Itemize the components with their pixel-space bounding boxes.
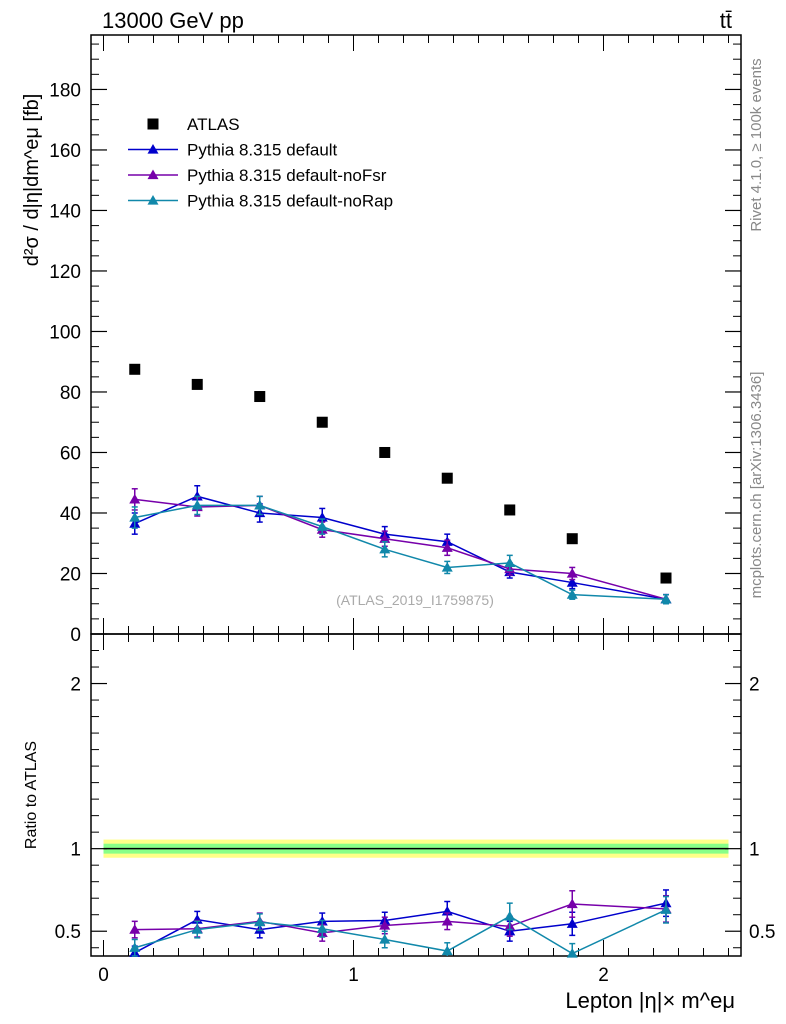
data-point-noRap — [441, 561, 453, 572]
atlas-data-point — [566, 533, 578, 545]
data-point-noRap — [504, 557, 516, 568]
ratio-point-noRap — [566, 948, 578, 958]
ratio-point-noRap — [379, 933, 391, 944]
main-ytick-label: 20 — [60, 564, 81, 585]
x-axis-title: Lepton |η|× m^eμ — [565, 988, 735, 1013]
ratio-ytick-label-right: 2 — [749, 675, 760, 696]
main-ytick-label: 40 — [60, 504, 81, 525]
legend-label-default: Pythia 8.315 default — [187, 141, 338, 160]
legend-marker-atlas — [147, 118, 159, 130]
data-point-noFsr — [379, 533, 391, 543]
data-point-noRap — [316, 521, 328, 531]
ratio-point-noRap — [504, 910, 516, 921]
ratio-point-noRap — [129, 942, 141, 952]
legend-label-atlas: ATLAS — [187, 115, 240, 134]
ratio-point-default — [566, 918, 578, 928]
atlas-data-point — [660, 572, 672, 584]
ratio-ytick-label-left: 1 — [70, 840, 81, 861]
ratio-xtick-label: 2 — [598, 965, 609, 986]
ratio-ytick-label-left: 2 — [70, 675, 81, 696]
data-point-noRap — [379, 543, 391, 554]
analysis-id-label: (ATLAS_2019_I1759875) — [336, 592, 494, 608]
data-point-default — [566, 577, 578, 587]
data-point-noFsr — [441, 542, 453, 552]
data-point-noRap — [660, 593, 672, 604]
legend-label-noFsr: Pythia 8.315 default-noFsr — [187, 166, 387, 185]
data-point-noRap — [254, 499, 266, 510]
ratio-point-noRap — [316, 923, 328, 933]
ratio-point-noRap — [191, 924, 203, 934]
main-ytick-label: 160 — [49, 141, 81, 162]
atlas-data-point — [191, 378, 203, 390]
legend-marker-noFsr — [147, 169, 159, 180]
energy-label: 13000 GeV pp — [102, 8, 244, 33]
ratio-ytick-label-right: 0.5 — [749, 922, 775, 943]
legend: ATLAS Pythia 8.315 default Pythia 8.315 de… — [128, 115, 393, 211]
ratio-ytick-label-right: 1 — [749, 840, 760, 861]
ratio-point-noRap — [441, 945, 453, 956]
data-point-noRap — [566, 589, 578, 599]
ratio-point-noFsr — [566, 898, 578, 909]
ratio-xtick-label: 1 — [348, 965, 359, 986]
main-ytick-label: 100 — [49, 322, 81, 343]
process-label: tt̄ — [720, 8, 732, 33]
data-point-noFsr — [129, 493, 141, 504]
ratio-xtick-label: 0 — [98, 965, 109, 986]
ratio-panel: 0.5 0.5 1 1 2 2 0 1 2 — [55, 633, 775, 986]
data-point-noRap — [129, 512, 141, 522]
ratio-point-noFsr — [129, 924, 141, 934]
mcplots-credit-label: mcplots.cern.ch [arXiv:1306.3436] — [748, 372, 765, 599]
legend-label-noRap: Pythia 8.315 default-noRap — [187, 192, 393, 211]
ratio-line-noRap — [134, 909, 667, 955]
ratio-y-axis-title: Ratio to ATLAS — [23, 741, 40, 849]
ratio-point-noRap — [254, 916, 266, 927]
rivet-version-label: Rivet 4.1.0, ≥ 100k events — [748, 58, 765, 231]
main-ytick-label: 140 — [49, 201, 81, 222]
atlas-data-point — [379, 446, 391, 458]
series-line-noFsr — [134, 498, 667, 600]
ratio-ytick-label-left: 0.5 — [55, 922, 81, 943]
ratio-point-noRap — [660, 904, 672, 914]
main-ytick-label: 120 — [49, 262, 81, 283]
main-ytick-label: 0 — [70, 625, 81, 646]
series-line-default — [134, 495, 667, 600]
ratio-frame — [90, 633, 742, 957]
main-panel: 0 20 40 60 80 100 120 140 160 180 — [49, 34, 742, 646]
atlas-data-point — [316, 416, 328, 428]
main-ytick-label: 80 — [60, 383, 81, 404]
main-ytick-label: 60 — [60, 443, 81, 464]
legend-marker-default — [147, 144, 159, 154]
data-point-noFsr — [566, 567, 578, 578]
data-point-noRap — [191, 499, 203, 510]
legend-marker-noRap — [147, 195, 159, 205]
main-y-axis-title: d²σ / d|η|dm^eμ [fb] — [21, 94, 43, 267]
atlas-data-point — [254, 391, 266, 403]
atlas-data-point — [504, 504, 516, 516]
ratio-point-noFsr — [441, 915, 453, 926]
atlas-data-point — [441, 472, 453, 484]
main-ytick-label: 180 — [49, 80, 81, 101]
atlas-data-point — [129, 363, 141, 375]
ratio-point-noFsr — [379, 919, 391, 930]
